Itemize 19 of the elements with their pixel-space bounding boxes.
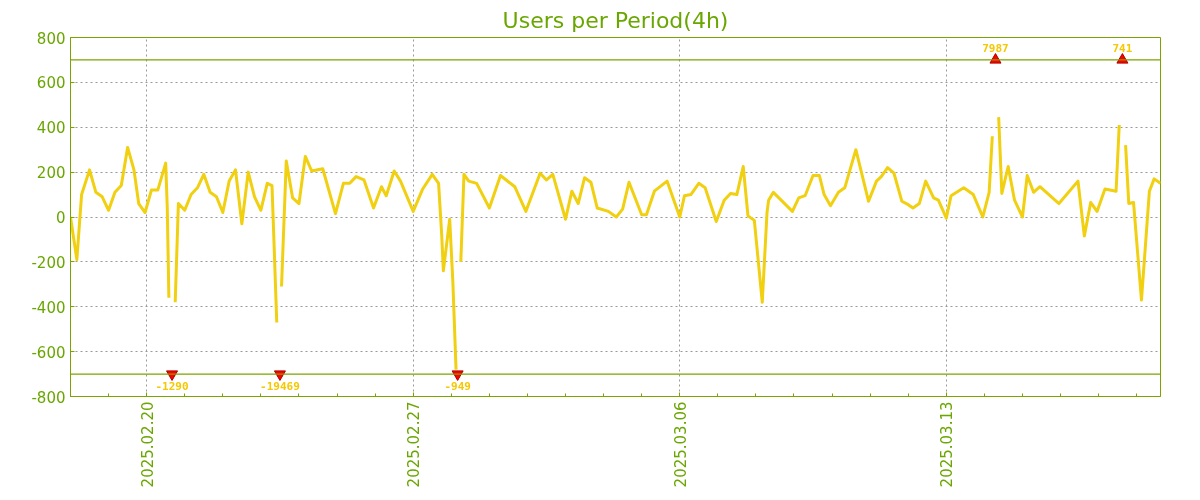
- x-tick-label: 2025.02.27: [405, 401, 424, 488]
- x-tick-label: 2025.03.13: [938, 401, 957, 488]
- y-tick-label: -600: [31, 343, 66, 362]
- x-tick-label: 2025.03.06: [671, 401, 690, 488]
- y-tick-label: 600: [36, 74, 66, 93]
- annotation: 741: [1112, 41, 1133, 55]
- annotation: -949: [444, 380, 471, 394]
- annotation: 7987: [982, 41, 1009, 55]
- y-tick-label: 0: [55, 209, 66, 227]
- y-tick-label: 800: [36, 29, 66, 48]
- y-tick-label: 200: [36, 164, 66, 183]
- x-tick-label: 2025.02.20: [138, 401, 157, 488]
- chart-title: Users per Period(4h): [502, 7, 729, 33]
- y-tick-label: -200: [31, 253, 66, 272]
- annotation: -1290: [155, 380, 189, 394]
- annotation: -19469: [260, 380, 300, 394]
- y-tick-label: -400: [31, 298, 66, 317]
- y-tick-label: 400: [36, 119, 66, 138]
- y-tick-label: -800: [31, 388, 66, 407]
